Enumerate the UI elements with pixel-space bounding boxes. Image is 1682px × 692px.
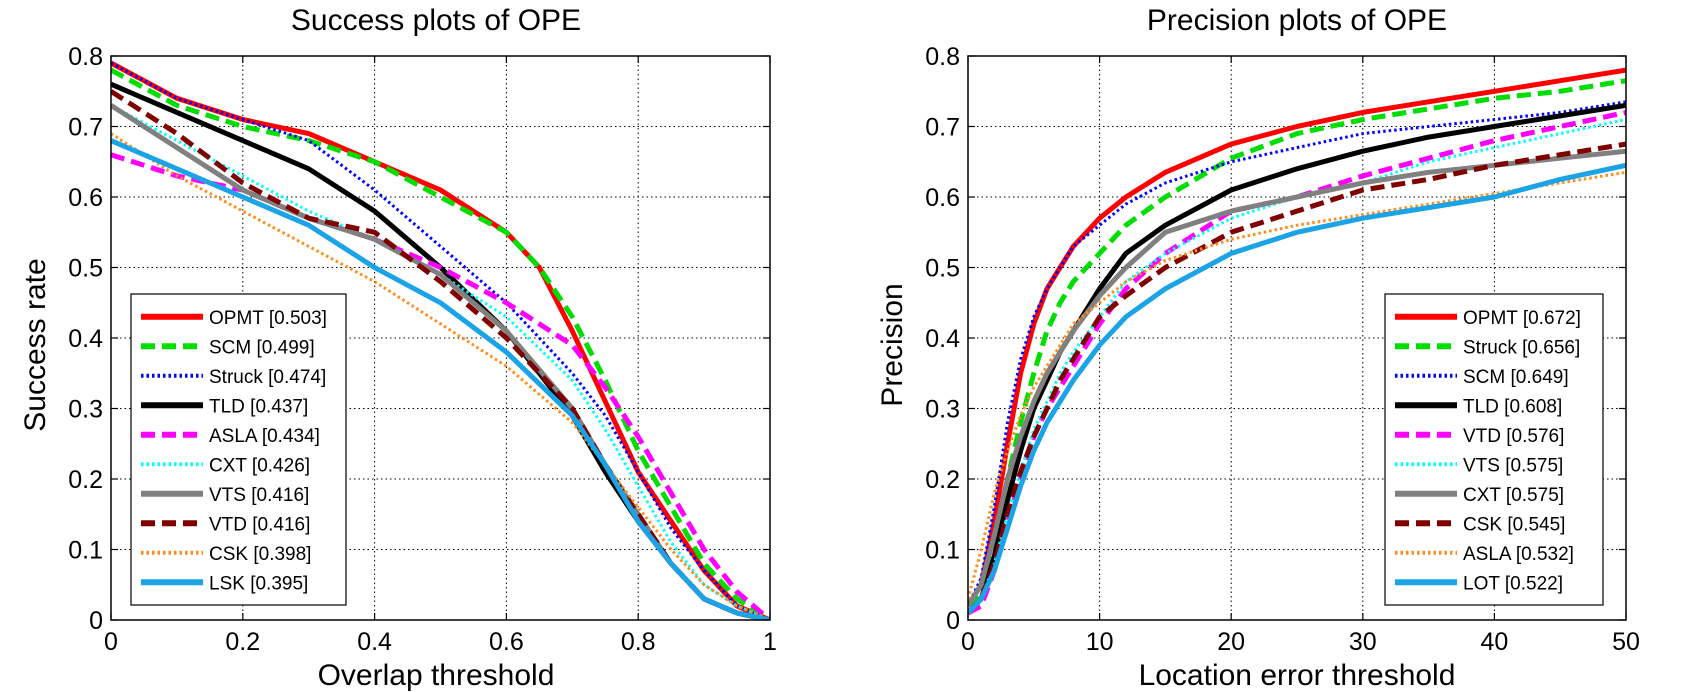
precision-series-line-6 bbox=[968, 148, 1626, 608]
success-legend-label-9: LSK [0.395] bbox=[209, 573, 308, 594]
success-series-line-2 bbox=[111, 61, 770, 620]
precision-ytick-label: 0 bbox=[946, 607, 960, 635]
precision-series-line-5 bbox=[968, 118, 1626, 615]
precision-series-line-7 bbox=[968, 141, 1626, 615]
precision-ytick-label: 0.3 bbox=[925, 396, 960, 424]
success-legend: OPMT [0.503] SCM [0.499] Struck [0.474] TLD… bbox=[130, 293, 347, 606]
precision-legend-label-8: ASLA [0.532] bbox=[1463, 544, 1574, 565]
precision-legend-label-3: TLD [0.608] bbox=[1463, 396, 1562, 417]
success-series-line-9 bbox=[111, 138, 770, 620]
precision-ytick-label: 0.4 bbox=[925, 325, 960, 353]
precision-series-group bbox=[968, 67, 1626, 616]
precision-series-line-4 bbox=[968, 109, 1626, 616]
success-legend-label-0: OPMT [0.503] bbox=[209, 308, 327, 329]
success-series-line-5 bbox=[111, 104, 770, 620]
success-xtick-label: 0.6 bbox=[489, 628, 524, 656]
precision-series-line-2 bbox=[968, 100, 1626, 607]
success-series-group bbox=[111, 60, 770, 620]
success-plot-panel: Success plots of OPE Overlap threshold S… bbox=[19, 4, 777, 692]
success-ytick-label: 0.8 bbox=[68, 43, 103, 71]
precision-ytick-label: 0.6 bbox=[925, 184, 960, 212]
success-series-line-0 bbox=[111, 60, 770, 620]
success-ytick-label: 0.6 bbox=[68, 184, 103, 212]
success-legend-label-6: VTS [0.416] bbox=[209, 485, 309, 506]
success-xtick-label: 0.8 bbox=[621, 628, 656, 656]
success-legend-label-1: SCM [0.499] bbox=[209, 337, 315, 358]
success-ytick-label: 0.2 bbox=[68, 466, 103, 494]
success-plot-title: Success plots of OPE bbox=[291, 4, 581, 37]
success-xtick-label: 0 bbox=[104, 628, 118, 656]
success-legend-label-2: Struck [0.474] bbox=[209, 367, 326, 388]
precision-xtick-label: 30 bbox=[1349, 628, 1377, 656]
precision-plot-panel: Precision plots of OPE Location error th… bbox=[876, 4, 1640, 692]
success-xtick-label: 0.2 bbox=[225, 628, 260, 656]
precision-legend-label-2: SCM [0.649] bbox=[1463, 367, 1569, 388]
success-ytick-label: 0.4 bbox=[68, 325, 103, 353]
precision-xtick-label: 10 bbox=[1086, 628, 1114, 656]
success-legend-label-8: CSK [0.398] bbox=[209, 544, 311, 565]
success-xtick-label: 1 bbox=[763, 628, 777, 656]
precision-ytick-label: 0.7 bbox=[925, 114, 960, 142]
success-legend-label-7: VTD [0.416] bbox=[209, 514, 310, 535]
success-ytick-label: 0 bbox=[89, 607, 103, 635]
precision-legend-label-7: CSK [0.545] bbox=[1463, 514, 1565, 535]
precision-series-line-3 bbox=[968, 102, 1626, 615]
success-legend-label-3: TLD [0.437] bbox=[209, 396, 308, 417]
precision-ytick-label: 0.1 bbox=[925, 537, 960, 565]
success-legend-label-5: CXT [0.426] bbox=[209, 455, 310, 476]
precision-series-line-9 bbox=[968, 162, 1626, 615]
precision-xtick-label: 40 bbox=[1480, 628, 1508, 656]
success-ytick-label: 0.3 bbox=[68, 396, 103, 424]
precision-plot-ylabel: Precision bbox=[876, 283, 909, 406]
success-ytick-label: 0.7 bbox=[68, 114, 103, 142]
success-plot-ylabel: Success rate bbox=[19, 258, 52, 431]
precision-ytick-label: 0.5 bbox=[925, 255, 960, 283]
precision-plot-xlabel: Location error threshold bbox=[1139, 659, 1456, 692]
precision-legend: OPMT [0.672] Struck [0.656] SCM [0.649] TLD… bbox=[1384, 293, 1604, 606]
precision-plot-area: 0 10 20 30 40 50 0 0.1 0.2 0.3 0.4 0.5 0.6 0.7 0.8 OPMT… bbox=[925, 43, 1640, 656]
precision-series-line-8 bbox=[968, 170, 1626, 600]
precision-xtick-label: 50 bbox=[1612, 628, 1640, 656]
success-legend-label-4: ASLA [0.434] bbox=[209, 426, 320, 447]
precision-legend-label-5: VTS [0.575] bbox=[1463, 455, 1563, 476]
success-ytick-label: 0.1 bbox=[68, 537, 103, 565]
precision-legend-label-1: Struck [0.656] bbox=[1463, 337, 1580, 358]
precision-xtick-label: 0 bbox=[961, 628, 975, 656]
success-xtick-label: 0.4 bbox=[357, 628, 392, 656]
precision-ytick-label: 0.2 bbox=[925, 466, 960, 494]
success-series-line-7 bbox=[111, 89, 770, 620]
success-ytick-label: 0.5 bbox=[68, 255, 103, 283]
precision-legend-label-6: CXT [0.575] bbox=[1463, 485, 1564, 506]
precision-legend-label-4: VTD [0.576] bbox=[1463, 426, 1564, 447]
precision-legend-label-0: OPMT [0.672] bbox=[1463, 308, 1581, 329]
success-series-line-8 bbox=[111, 132, 770, 620]
precision-ytick-label: 0.8 bbox=[925, 43, 960, 71]
precision-xtick-label: 20 bbox=[1217, 628, 1245, 656]
precision-legend-label-9: LOT [0.522] bbox=[1463, 573, 1563, 594]
success-plot-xlabel: Overlap threshold bbox=[318, 659, 555, 692]
precision-plot-title: Precision plots of OPE bbox=[1147, 4, 1447, 37]
precision-series-line-0 bbox=[968, 67, 1626, 608]
success-plot-area: 0 0.2 0.4 0.6 0.8 1 0 0.1 0.2 0.3 0.4 0.5 0.6 0.7 0.8 O… bbox=[68, 43, 777, 656]
